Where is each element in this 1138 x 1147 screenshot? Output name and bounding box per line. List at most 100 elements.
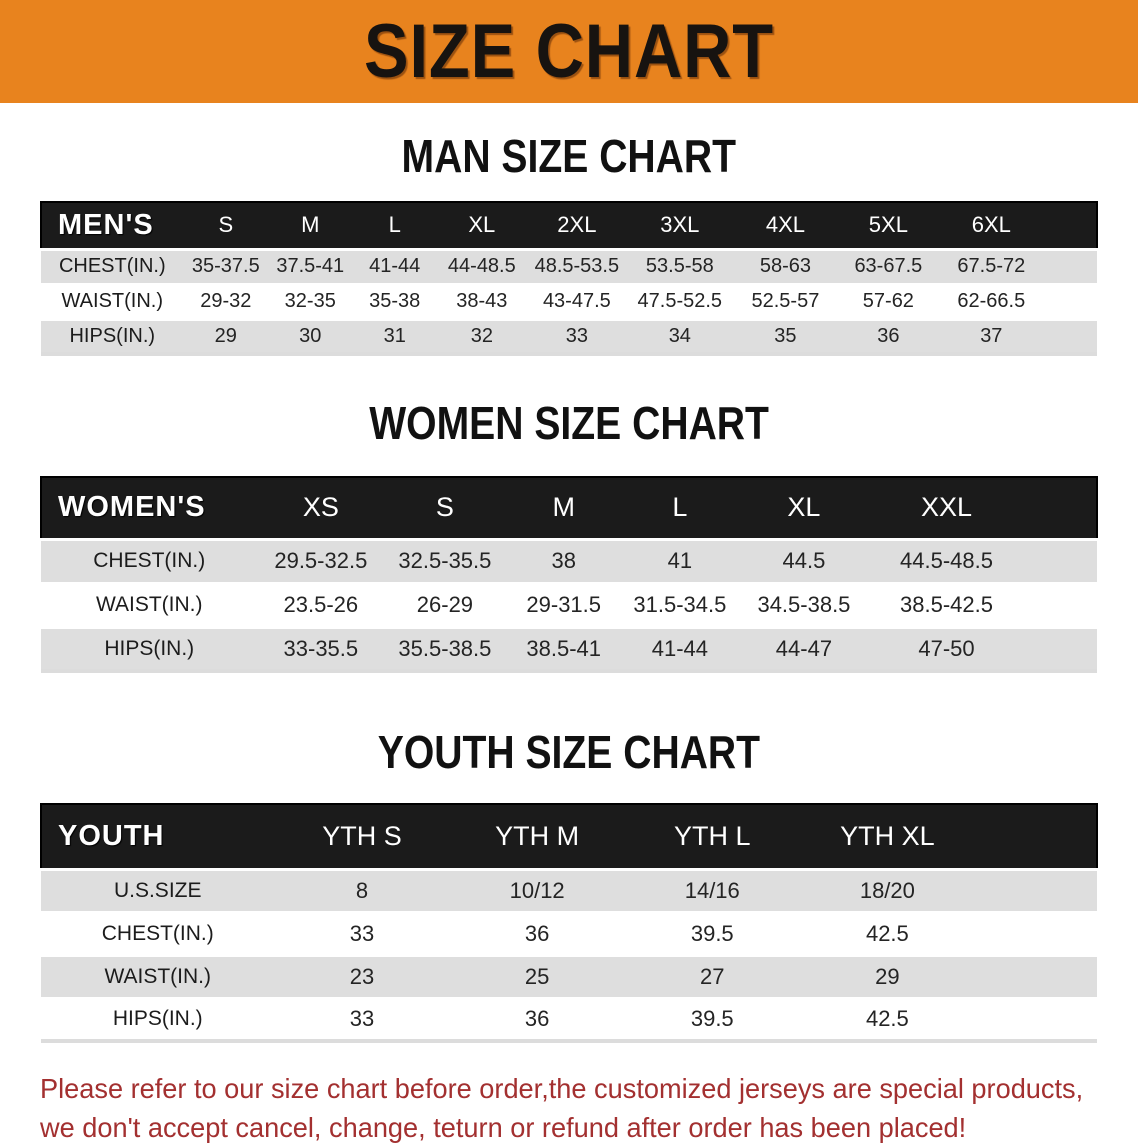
section-men: MAN SIZE CHART MEN'S S M L XL 2XL 3XL 4XL 5XL 6XL C…: [0, 129, 1138, 356]
table-row: HIPS(IN.) 33 36 39.5 42.5: [41, 998, 1097, 1041]
disclaimer-line-2: we don't accept cancel, change, teturn o…: [40, 1112, 967, 1143]
table-row: WAIST(IN.) 23 25 27 29: [41, 955, 1097, 998]
table-row: HIPS(IN.) 29 30 31 32 33 34 35 36 37: [41, 319, 1097, 354]
table-cell: 31: [383, 324, 406, 347]
table-cell: 38.5-42.5: [900, 592, 993, 617]
table-cell: 25: [524, 963, 550, 989]
women-size-table: WOMEN'S XS S M L XL XXL CHEST(IN.) 29.5-32.5 32.5…: [40, 476, 1098, 673]
table-cell: 35-37.5: [191, 255, 260, 277]
table-cell: 44.5-48.5: [900, 548, 993, 573]
men-table-body: CHEST(IN.) 35-37.5 37.5-41 41-44 44-48.5 48.5…: [41, 249, 1097, 354]
table-cell: 33: [565, 324, 588, 347]
size-column-header: 2XL: [557, 212, 597, 238]
filler-cell: [1044, 284, 1097, 319]
filler-cell: [1044, 319, 1097, 354]
filler-cell: [975, 998, 1097, 1041]
table-cell: 35: [774, 324, 797, 347]
table-cell: 36: [524, 920, 550, 946]
table-cell: 43-47.5: [542, 290, 611, 312]
table-cell: 33-35.5: [283, 635, 359, 661]
table-cell: 36: [877, 324, 900, 347]
table-cell: 34.5-38.5: [757, 592, 851, 617]
table-cell: 23.5-26: [283, 592, 359, 617]
row-label: WAIST(IN.): [104, 964, 212, 988]
table-cell: 31.5-34.5: [633, 592, 727, 617]
disclaimer: Please refer to our size chart before or…: [40, 1069, 1105, 1147]
size-column-header: S: [435, 492, 454, 523]
row-label: WAIST(IN.): [95, 593, 203, 616]
women-section-heading: WOMEN SIZE CHART: [0, 396, 1138, 450]
table-cell: 48.5-53.5: [534, 255, 620, 277]
size-column-header: L: [672, 492, 688, 523]
table-row: CHEST(IN.) 33 36 39.5 42.5: [41, 912, 1097, 955]
table-cell: 29: [875, 963, 900, 989]
size-column-header: 5XL: [868, 212, 908, 238]
table-cell: 57-62: [862, 290, 914, 312]
table-cell: 32: [470, 324, 493, 347]
filler-cell: [975, 869, 1097, 912]
table-cell: 14/16: [684, 877, 740, 903]
table-cell: 39.5: [690, 1006, 734, 1032]
size-column-header: L: [388, 212, 401, 238]
filler-cell: [1044, 249, 1097, 284]
table-cell: 35-38: [369, 290, 421, 312]
table-cell: 42.5: [865, 920, 909, 946]
table-cell: 35.5-38.5: [398, 635, 492, 661]
table-cell: 44-48.5: [447, 255, 516, 277]
table-cell: 34: [668, 324, 691, 347]
row-label: HIPS(IN.): [104, 636, 195, 660]
size-column-header: YTH S: [322, 820, 402, 851]
table-cell: 18/20: [859, 877, 915, 903]
youth-corner-label: YOUTH: [58, 819, 165, 852]
size-chart-sections: MAN SIZE CHART MEN'S S M L XL 2XL 3XL 4XL 5XL 6XL C…: [0, 129, 1138, 1043]
table-cell: 63-67.5: [854, 255, 923, 277]
size-column-header: 3XL: [660, 212, 700, 238]
table-cell: 41: [667, 548, 693, 573]
table-row: WAIST(IN.) 29-32 32-35 35-38 38-43 43-47.5 47.…: [41, 284, 1097, 319]
row-label: CHEST(IN.): [93, 549, 206, 572]
women-section-heading-text: WOMEN SIZE CHART: [369, 397, 769, 449]
table-cell: 44.5: [782, 548, 826, 573]
table-cell: 41-44: [651, 635, 708, 661]
size-column-header: XS: [302, 492, 339, 523]
table-cell: 42.5: [865, 1006, 909, 1032]
filler-cell: [975, 955, 1097, 998]
filler-cell: [1023, 539, 1097, 583]
table-cell: 53.5-58: [645, 255, 714, 277]
filler-cell: [1023, 627, 1097, 671]
disclaimer-line-1: Please refer to our size chart before or…: [40, 1073, 1084, 1104]
size-column-header: YTH L: [673, 820, 751, 851]
table-cell: 36: [524, 1006, 550, 1032]
table-cell: 10/12: [509, 877, 565, 903]
table-cell: 26-29: [416, 592, 474, 617]
table-cell: 41-44: [369, 255, 421, 277]
table-cell: 29-32: [200, 290, 252, 312]
row-label: CHEST(IN.): [58, 255, 166, 277]
table-cell: 62-66.5: [957, 290, 1026, 312]
filler-cell: [1023, 477, 1097, 539]
youth-table-header: YOUTH YTH S YTH M YTH L YTH XL: [41, 804, 1097, 869]
youth-table-body: U.S.SIZE 8 10/12 14/16 18/20 CHEST(IN.) 33 36 39…: [41, 869, 1097, 1041]
table-cell: 8: [355, 877, 369, 903]
table-cell: 38: [551, 548, 576, 573]
table-header-row: YOUTH YTH S YTH M YTH L YTH XL: [41, 804, 1097, 869]
table-cell: 29: [214, 324, 237, 347]
table-cell: 44-47: [775, 635, 833, 661]
row-label: HIPS(IN.): [69, 324, 156, 347]
filler-cell: [1023, 583, 1097, 627]
row-label: U.S.SIZE: [113, 878, 202, 902]
table-header-row: WOMEN'S XS S M L XL XXL: [41, 477, 1097, 539]
filler-cell: [975, 912, 1097, 955]
table-cell: 52.5-57: [751, 290, 820, 312]
filler-cell: [1044, 202, 1097, 249]
row-label: HIPS(IN.): [112, 1007, 203, 1031]
size-column-header: S: [218, 212, 234, 238]
women-table-header: WOMEN'S XS S M L XL XXL: [41, 477, 1097, 539]
table-row: HIPS(IN.) 33-35.5 35.5-38.5 38.5-41 41-44 44-…: [41, 627, 1097, 671]
women-corner-label: WOMEN'S: [58, 491, 206, 524]
size-column-header: 6XL: [971, 212, 1011, 238]
table-cell: 37.5-41: [276, 255, 345, 277]
men-size-table: MEN'S S M L XL 2XL 3XL 4XL 5XL 6XL CHEST(IN.) 35-37…: [40, 201, 1098, 356]
size-column-header: M: [301, 212, 320, 238]
size-column-header: YTH XL: [840, 820, 935, 851]
